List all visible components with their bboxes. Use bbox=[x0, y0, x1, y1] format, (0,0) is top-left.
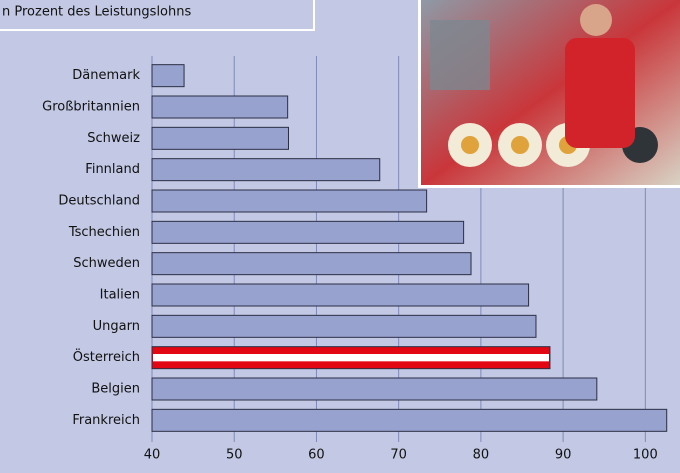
bar-stripe bbox=[153, 354, 549, 362]
plot-area: 40 50 60 70 80 90 100 Dänemark Großbritannien Sch… bbox=[42, 56, 668, 463]
bar bbox=[151, 314, 537, 338]
bar bbox=[151, 64, 185, 88]
x-tick-label: 70 bbox=[390, 448, 407, 463]
x-tick-label: 50 bbox=[226, 448, 243, 463]
y-tick-label: Schweden bbox=[73, 256, 140, 271]
x-tick-label: 60 bbox=[308, 448, 325, 463]
y-tick-label: Frankreich bbox=[72, 413, 140, 428]
bar bbox=[151, 95, 289, 119]
bar bbox=[151, 283, 530, 307]
x-tick-label: 40 bbox=[144, 448, 161, 463]
y-tick-label: Österreich bbox=[73, 348, 140, 365]
bar bbox=[151, 189, 428, 213]
bar bbox=[151, 158, 381, 182]
title-box bbox=[0, 0, 315, 31]
y-tick-label: Deutschland bbox=[58, 194, 140, 209]
bar bbox=[151, 220, 465, 244]
photo bbox=[418, 0, 680, 188]
y-tick-label: Finnland bbox=[85, 162, 140, 177]
bar bbox=[151, 126, 289, 150]
bar bbox=[151, 377, 598, 401]
y-tick-label: Ungarn bbox=[93, 319, 140, 334]
bar bbox=[151, 408, 668, 432]
y-tick-label: Großbritannien bbox=[42, 100, 140, 115]
y-tick-label: Italien bbox=[100, 288, 140, 303]
y-tick-label: Schweiz bbox=[87, 131, 140, 146]
y-tick-label: Tschechien bbox=[68, 225, 140, 240]
bar bbox=[151, 252, 472, 276]
x-tick-label: 80 bbox=[473, 448, 490, 463]
x-tick-label: 90 bbox=[555, 448, 572, 463]
y-tick-label: Dänemark bbox=[72, 68, 140, 83]
chart-title: n Prozent des Leistungslohns bbox=[2, 5, 191, 20]
y-tick-label: Belgien bbox=[91, 382, 140, 397]
x-tick-label: 100 bbox=[633, 448, 658, 463]
